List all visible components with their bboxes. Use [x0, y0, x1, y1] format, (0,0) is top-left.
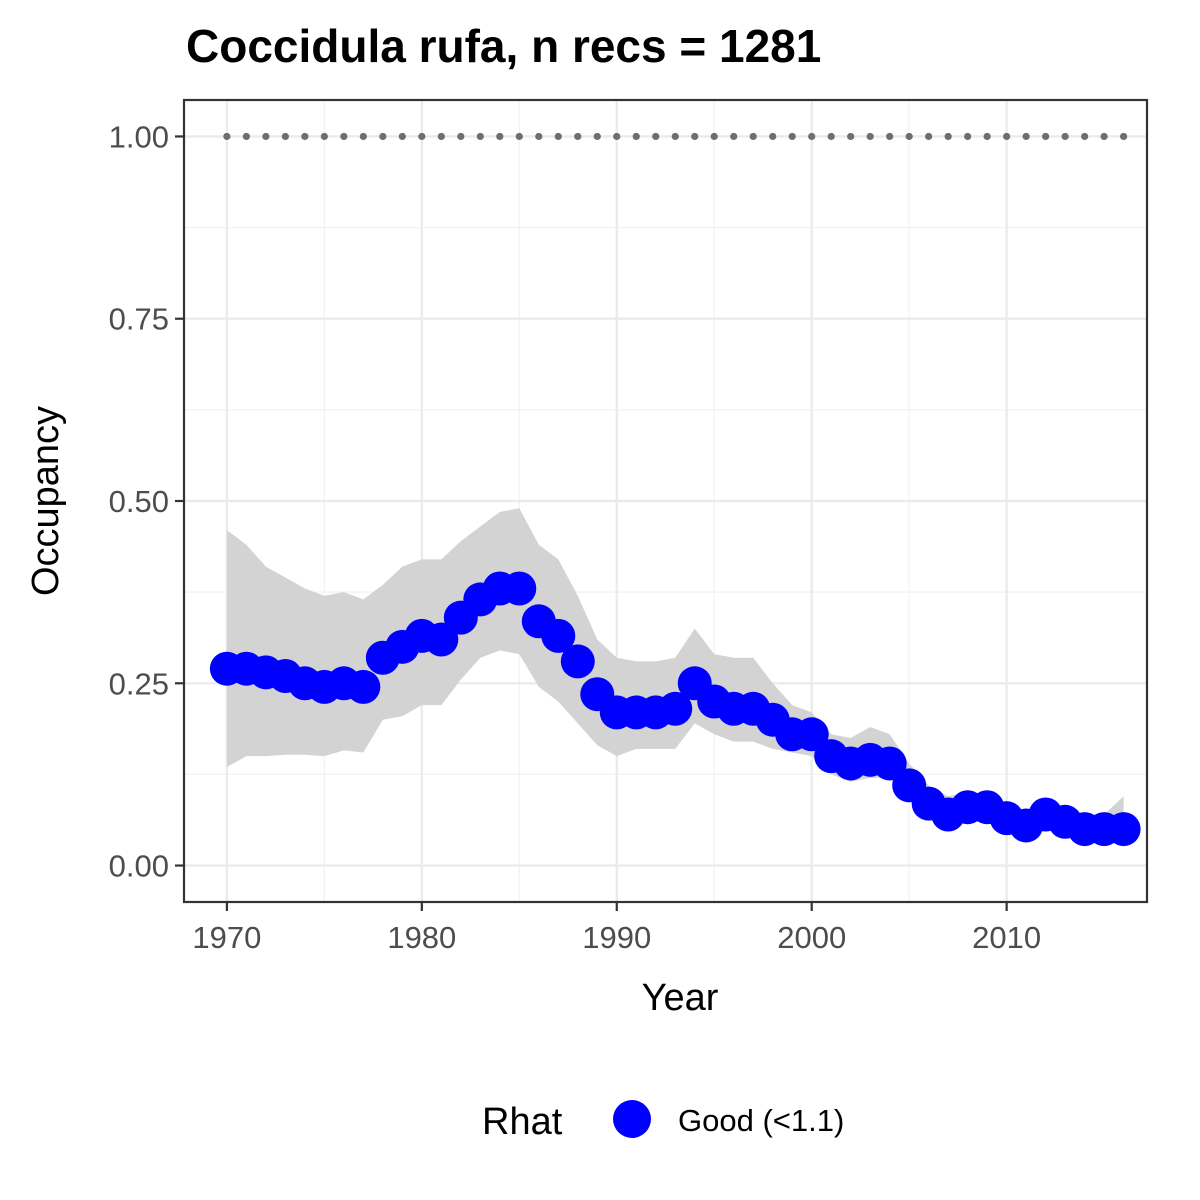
- reference-dot: [281, 132, 289, 141]
- reference-dot: [320, 132, 328, 141]
- occupancy-point: [346, 669, 381, 704]
- reference-dot: [340, 132, 348, 141]
- x-tick-label: 1980: [387, 920, 456, 955]
- occupancy-point: [424, 622, 459, 657]
- reference-dot: [496, 132, 504, 141]
- occupancy-point: [1106, 812, 1141, 847]
- reference-dot: [749, 132, 757, 141]
- chart-title: Coccidula rufa, n recs = 1281: [186, 20, 821, 72]
- reference-dot: [808, 132, 816, 141]
- reference-dot: [730, 132, 738, 141]
- occupancy-point: [560, 644, 595, 679]
- x-tick-label: 1970: [192, 920, 261, 955]
- reference-dot: [1081, 132, 1089, 141]
- reference-dot: [554, 132, 562, 141]
- reference-dot: [476, 132, 484, 141]
- reference-dot: [925, 132, 933, 141]
- reference-dot: [1120, 132, 1128, 141]
- y-tick-label: 0.75: [109, 302, 169, 337]
- occupancy-point: [502, 571, 537, 606]
- y-tick-label: 0.25: [109, 666, 169, 701]
- reference-dot: [632, 132, 640, 141]
- reference-dot: [769, 132, 777, 141]
- reference-dot: [437, 132, 445, 141]
- x-axis-title: Year: [642, 977, 719, 1019]
- reference-dot: [457, 132, 465, 141]
- reference-dot: [593, 132, 601, 141]
- x-tick-label: 1990: [582, 920, 651, 955]
- x-tick-label: 2000: [777, 920, 846, 955]
- occupancy-point: [658, 691, 693, 726]
- reference-dot: [574, 132, 582, 141]
- reference-dot: [652, 132, 660, 141]
- reference-dot: [223, 132, 231, 141]
- y-tick-label: 0.00: [109, 849, 169, 884]
- occupancy-point: [541, 618, 576, 653]
- reference-dot: [983, 132, 991, 141]
- occupancy-point: [872, 746, 907, 781]
- reference-dot: [242, 132, 250, 141]
- reference-dot: [905, 132, 913, 141]
- legend-label-good: Good (<1.1): [678, 1103, 844, 1138]
- reference-dot: [1100, 132, 1108, 141]
- y-axis-title: Occupancy: [25, 406, 67, 596]
- reference-dot: [515, 132, 523, 141]
- reference-dot: [1042, 132, 1050, 141]
- reference-dot: [788, 132, 796, 141]
- reference-dot: [418, 132, 426, 141]
- reference-dot: [613, 132, 621, 141]
- axis-layer: 0.00 0.25 0.50 0.75 1.00 1970 1980 1990 2000 2010: [109, 119, 1041, 955]
- y-tick-label: 0.50: [109, 484, 169, 519]
- reference-dot: [964, 132, 972, 141]
- legend-key-good: [613, 1100, 651, 1138]
- reference-dot: [379, 132, 387, 141]
- reference-dot: [847, 132, 855, 141]
- reference-dot: [1003, 132, 1011, 141]
- reference-dot: [671, 132, 679, 141]
- reference-dot: [710, 132, 718, 141]
- grid-layer: [184, 100, 1147, 902]
- reference-dot: [1022, 132, 1030, 141]
- reference-dot: [691, 132, 699, 141]
- reference-line-layer: [223, 132, 1128, 141]
- reference-dot: [944, 132, 952, 141]
- occupancy-point: [794, 717, 829, 752]
- reference-dot: [866, 132, 874, 141]
- points-layer: [209, 571, 1141, 847]
- reference-dot: [359, 132, 367, 141]
- x-tick-label: 2010: [972, 920, 1041, 955]
- reference-dot: [262, 132, 270, 141]
- reference-dot: [535, 132, 543, 141]
- reference-dot: [301, 132, 309, 141]
- y-tick-label: 1.00: [109, 119, 169, 154]
- reference-dot: [827, 132, 835, 141]
- reference-dot: [398, 132, 406, 141]
- reference-dot: [1061, 132, 1069, 141]
- legend-title: Rhat: [482, 1101, 563, 1143]
- legend: Rhat Good (<1.1): [482, 1100, 844, 1143]
- reference-dot: [886, 132, 894, 141]
